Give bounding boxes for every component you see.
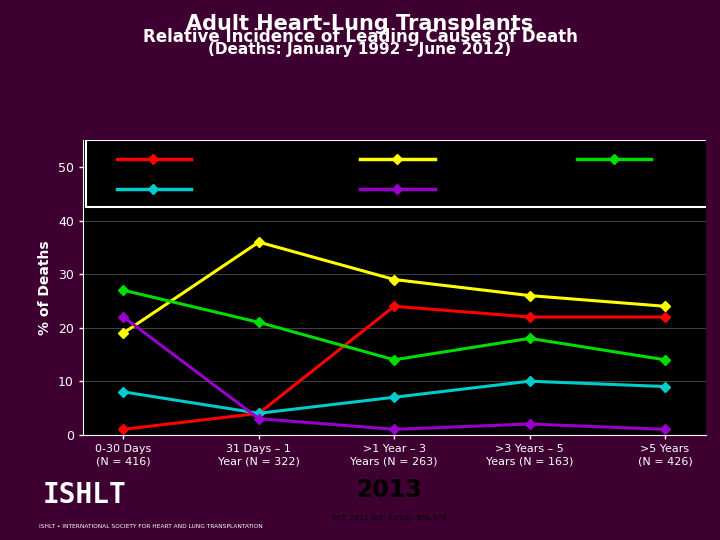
Text: JHLT. 2013 Oct; 32(10): 965-978: JHLT. 2013 Oct; 32(10): 965-978 (331, 515, 446, 522)
Text: ISHLT • INTERNATIONAL SOCIETY FOR HEART AND LUNG TRANSPLANTATION: ISHLT • INTERNATIONAL SOCIETY FOR HEART … (40, 524, 263, 529)
Text: Relative Incidence of Leading Causes of Death: Relative Incidence of Leading Causes of … (143, 28, 577, 46)
Text: 2013: 2013 (356, 478, 422, 502)
Text: (Deaths: January 1992 – June 2012): (Deaths: January 1992 – June 2012) (208, 42, 512, 57)
Y-axis label: % of Deaths: % of Deaths (38, 240, 53, 335)
Text: ISHLT: ISHLT (42, 481, 127, 509)
Bar (86, 140, 720, 207)
Text: Adult Heart-Lung Transplants: Adult Heart-Lung Transplants (186, 14, 534, 33)
